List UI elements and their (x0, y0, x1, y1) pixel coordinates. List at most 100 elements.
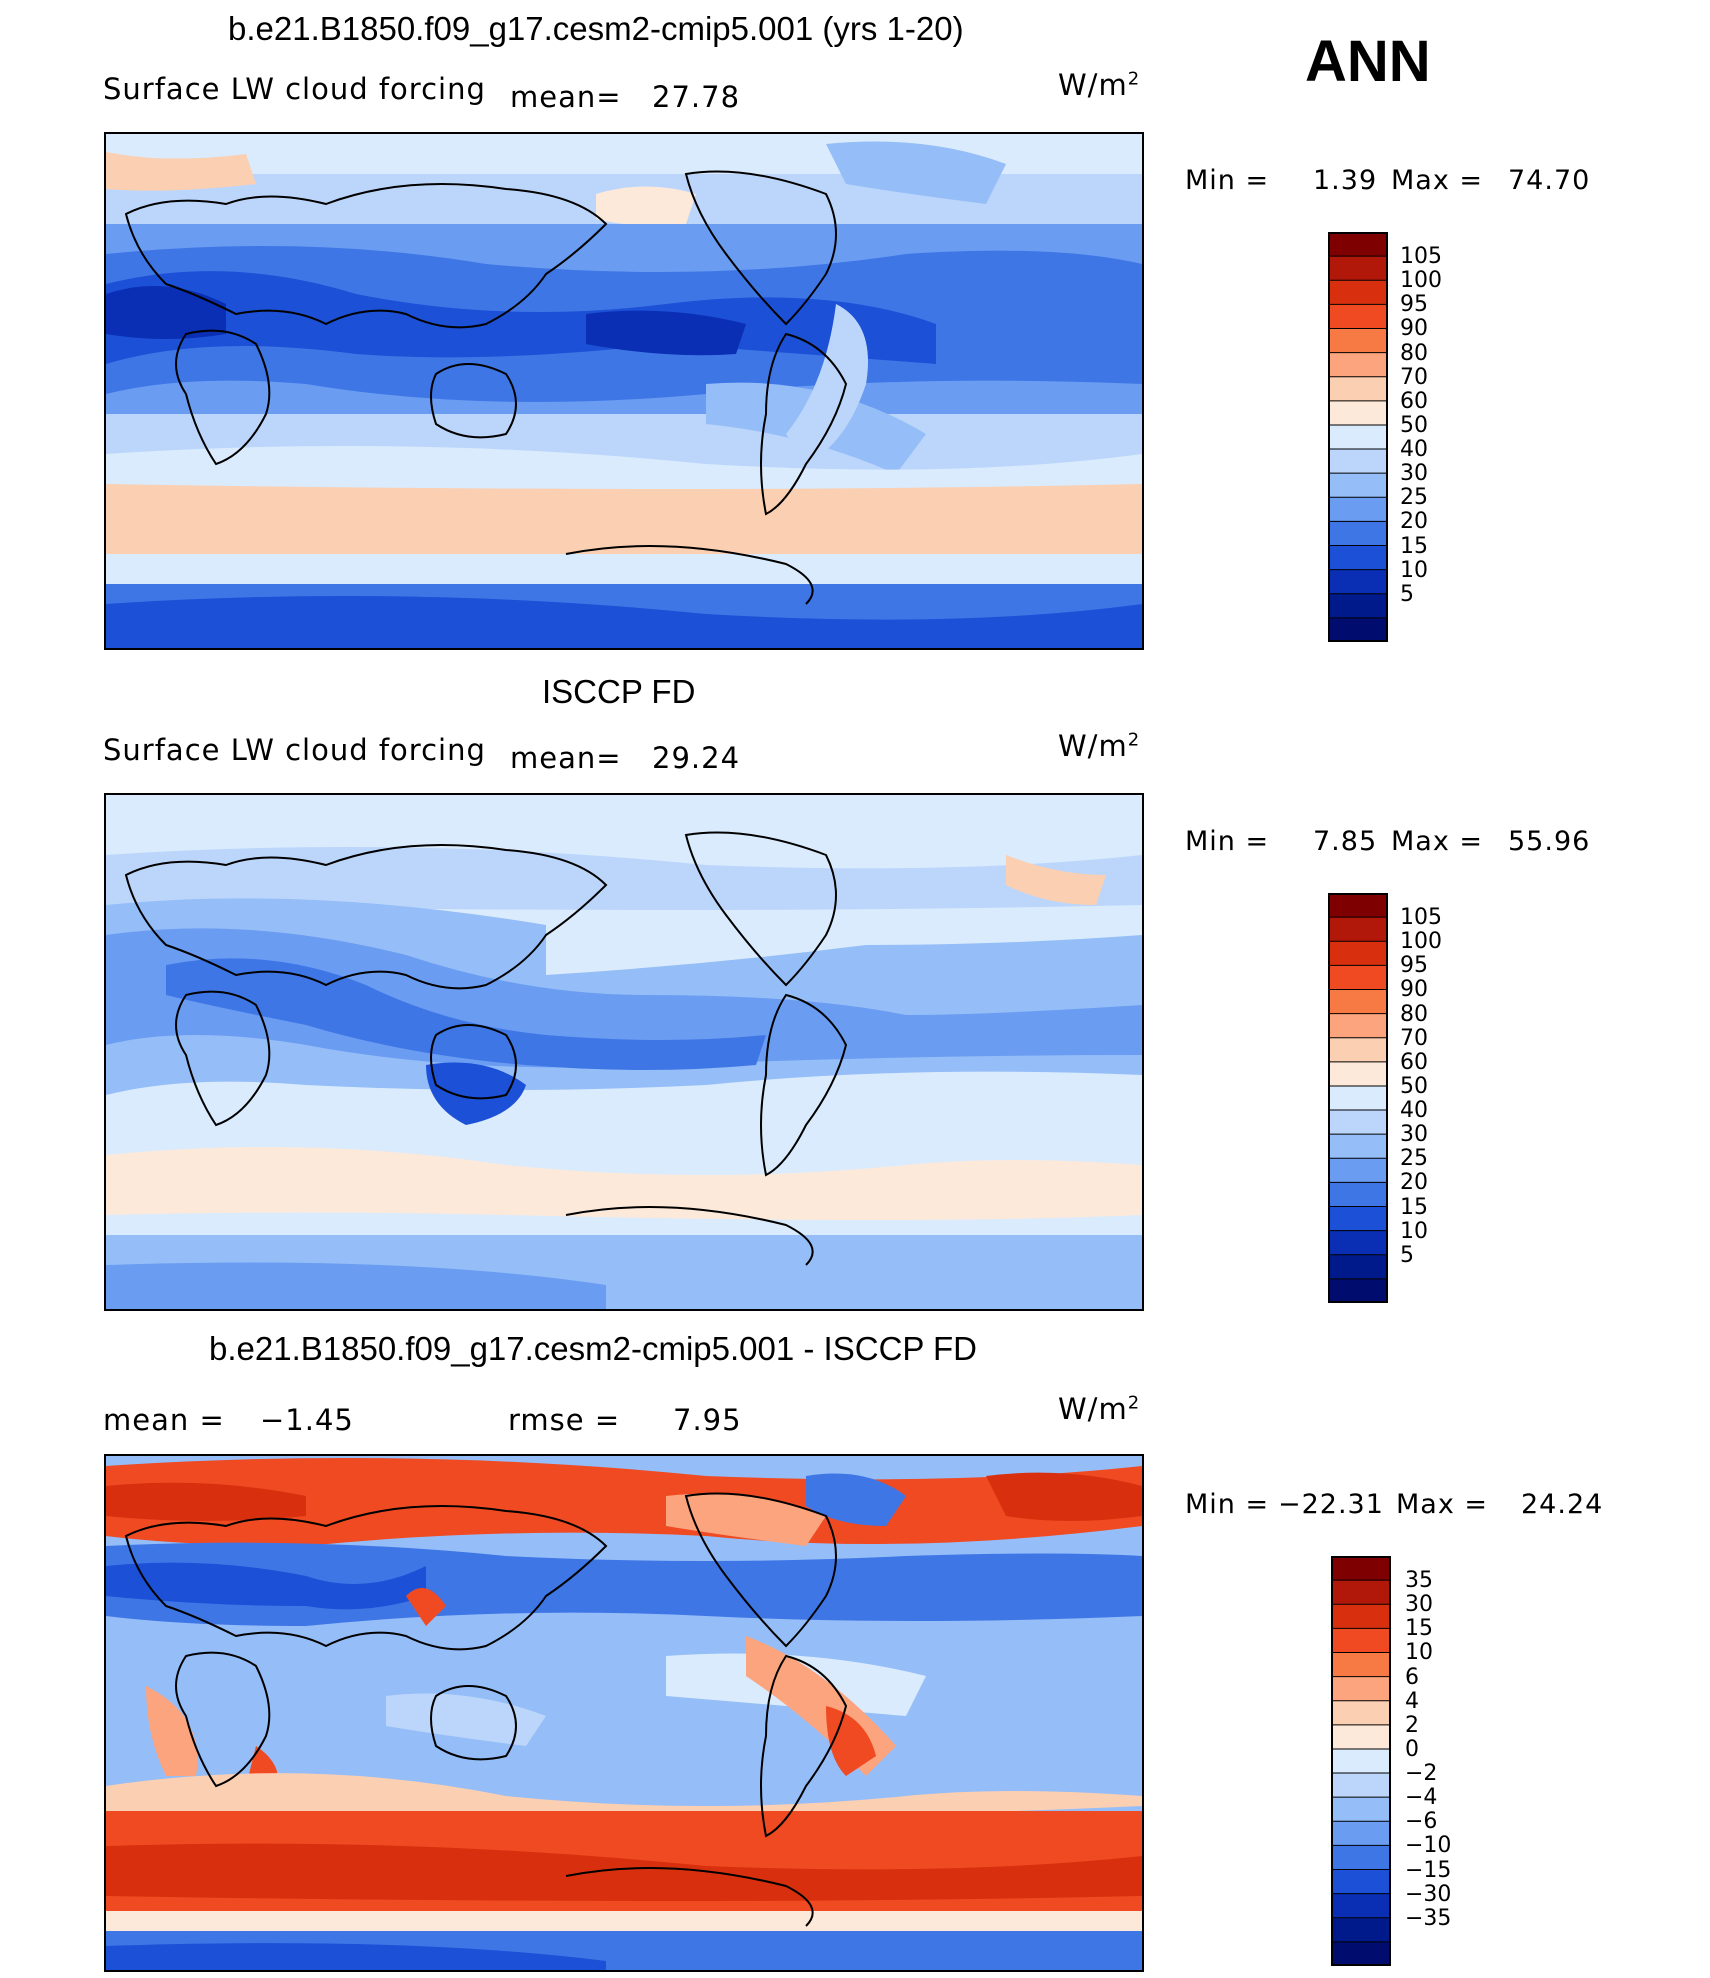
colorbar-swatch (1329, 232, 1387, 257)
panel2-colorbar-svg (1328, 893, 1388, 1304)
panel1-mean-label: mean= (510, 80, 622, 114)
colorbar-swatch (1329, 1037, 1387, 1063)
colorbar-swatch (1329, 617, 1387, 643)
colorbar-frame (1328, 893, 1388, 1303)
colorbar-swatch (1329, 941, 1387, 966)
colorbar-swatch (1329, 449, 1387, 474)
colorbar-frame (1331, 1556, 1391, 1966)
panel1-title: b.e21.B1850.f09_g17.cesm2-cmip5.001 (yrs… (228, 10, 964, 47)
colorbar-swatch (1329, 1278, 1387, 1304)
panel3-mean-label: mean = (103, 1403, 225, 1437)
colorbar-tick-label: 50 (1400, 1073, 1428, 1099)
panel1-map-svg (106, 134, 1142, 648)
colorbar-tick-label: 70 (1400, 364, 1428, 390)
colorbar-tick-label: 30 (1400, 1122, 1428, 1148)
colorbar-tick-label: 70 (1400, 1025, 1428, 1051)
colorbar-swatch (1329, 256, 1387, 281)
colorbar-tick-label: 10 (1400, 557, 1428, 583)
colorbar-tick-label: 60 (1400, 1049, 1428, 1075)
panel2-mean-label: mean= (510, 741, 622, 775)
colorbar-swatch (1329, 1206, 1387, 1232)
colorbar-tick-label: 6 (1405, 1664, 1419, 1690)
colorbar-tick-label: −35 (1405, 1905, 1452, 1931)
panel3-colorbar-labels: 35 30 15 10 6 4 2 0 −2 −4 −6 −10 −15 −30 −35 (1405, 1556, 1495, 1966)
colorbar-swatch (1332, 1652, 1390, 1678)
colorbar-swatch (1332, 1628, 1390, 1653)
colorbar-tick-label: −6 (1405, 1809, 1438, 1835)
colorbar-swatch (1329, 328, 1387, 354)
colorbar-swatch (1329, 1061, 1387, 1087)
colorbar-swatch (1332, 1676, 1390, 1702)
panel1-min-value: 1.39 (1313, 165, 1378, 196)
colorbar-swatch (1332, 1556, 1390, 1581)
season-label: ANN (1305, 29, 1431, 94)
colorbar-tick-label: 90 (1400, 316, 1428, 342)
panel3-rmse-label: rmse = (508, 1403, 621, 1437)
colorbar-tick-label: 0 (1405, 1736, 1419, 1762)
panel2-map (104, 793, 1144, 1311)
colorbar-tick-label: 15 (1400, 533, 1428, 559)
panel2-map-svg (106, 795, 1142, 1309)
colorbar-swatch (1329, 917, 1387, 942)
colorbar-tick-label: 25 (1400, 485, 1428, 511)
colorbar-tick-label: 50 (1400, 412, 1428, 438)
panel3-title: b.e21.B1850.f09_g17.cesm2-cmip5.001 - IS… (209, 1330, 977, 1367)
colorbar-swatch (1329, 965, 1387, 990)
colorbar-swatch (1329, 1254, 1387, 1280)
colorbar-tick-label: 20 (1400, 509, 1428, 535)
panel1-colorbar-labels: 105 100 95 90 80 70 60 50 40 30 25 20 15 10 5 (1400, 232, 1480, 642)
colorbar-swatch (1332, 1773, 1390, 1798)
panel1-units: W/m2 (1058, 68, 1141, 102)
panel1-colorbar (1328, 232, 1388, 643)
panel3-max-label: Max = (1396, 1489, 1489, 1520)
panel3-min-label: Min = (1185, 1489, 1270, 1520)
colorbar-swatch (1332, 1845, 1390, 1871)
colorbar-swatch (1329, 569, 1387, 595)
colorbar-tick-label: 30 (1400, 461, 1428, 487)
panel1-map (104, 132, 1144, 650)
colorbar-swatch (1332, 1700, 1390, 1726)
panel3-units: W/m2 (1058, 1392, 1141, 1426)
colorbar-tick-label: 80 (1400, 340, 1428, 366)
panel2-field-label: Surface LW cloud forcing (103, 733, 486, 767)
colorbar-tick-label: 35 (1405, 1568, 1433, 1594)
panel3-mean-value: −1.45 (260, 1403, 354, 1437)
colorbar-tick-label: 40 (1400, 437, 1428, 463)
colorbar-swatch (1329, 1013, 1387, 1039)
colorbar-tick-label: −2 (1405, 1761, 1438, 1787)
colorbar-tick-label: 40 (1400, 1098, 1428, 1124)
colorbar-swatch (1329, 1110, 1387, 1135)
colorbar-swatch (1329, 1085, 1387, 1111)
panel2-units: W/m2 (1058, 729, 1141, 763)
colorbar-tick-label: 80 (1400, 1001, 1428, 1027)
colorbar-frame (1328, 232, 1388, 642)
colorbar-swatch (1329, 497, 1387, 522)
panel1-field-label: Surface LW cloud forcing (103, 72, 486, 106)
colorbar-swatch (1329, 280, 1387, 305)
colorbar-tick-label: 2 (1405, 1712, 1419, 1738)
colorbar-tick-label: 100 (1400, 929, 1442, 955)
colorbar-tick-label: −30 (1405, 1881, 1452, 1907)
colorbar-tick-label: 4 (1405, 1688, 1419, 1714)
colorbar-swatch (1329, 1230, 1387, 1256)
colorbar-swatch (1332, 1917, 1390, 1943)
colorbar-swatch (1329, 521, 1387, 547)
panel3-max-value: 24.24 (1521, 1489, 1604, 1520)
panel3-rmse-value: 7.95 (673, 1403, 742, 1437)
colorbar-tick-label: 15 (1405, 1616, 1433, 1642)
colorbar-tick-label: 95 (1400, 292, 1428, 318)
colorbar-tick-label: 105 (1400, 905, 1442, 931)
colorbar-tick-label: 5 (1400, 581, 1414, 607)
colorbar-swatch (1329, 1134, 1387, 1159)
colorbar-swatch (1332, 1821, 1390, 1846)
colorbar-tick-label: −15 (1405, 1857, 1452, 1883)
colorbar-swatch (1329, 545, 1387, 571)
colorbar-tick-label: 90 (1400, 977, 1428, 1003)
colorbar-swatch (1332, 1941, 1390, 1967)
colorbar-tick-label: −4 (1405, 1785, 1438, 1811)
colorbar-swatch (1329, 304, 1387, 329)
colorbar-swatch (1332, 1893, 1390, 1919)
colorbar-swatch (1329, 893, 1387, 918)
colorbar-swatch (1329, 1182, 1387, 1208)
colorbar-swatch (1329, 400, 1387, 426)
